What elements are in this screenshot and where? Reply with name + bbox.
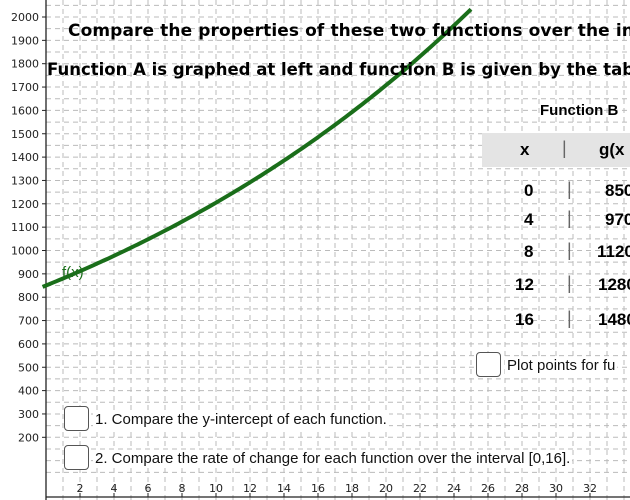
row-separator: | (567, 179, 572, 199)
y-tick-label: 500 (18, 361, 39, 374)
table-title: Function B (540, 102, 619, 119)
x-tick-label: 14 (277, 482, 291, 495)
prompt-line-2: Function A is graphed at left and functi… (47, 60, 630, 79)
row-x: 12 (515, 275, 534, 294)
x-axis-ticks: 2 4 6 8 10 12 14 16 18 20 22 24 26 28 30 32 (77, 482, 597, 497)
row-separator: | (567, 308, 572, 328)
row-g: 970 (605, 210, 630, 229)
checkbox-rate-of-change-label[interactable]: 2. Compare the rate of change for each f… (93, 450, 573, 467)
row-g: 1480 (598, 310, 630, 329)
x-tick-label: 6 (145, 482, 152, 495)
y-tick-label: 700 (18, 315, 39, 328)
x-tick-label: 2 (77, 482, 84, 495)
row-g: 1280 (598, 275, 630, 294)
y-tick-label: 1100 (11, 221, 39, 234)
row-separator: | (567, 208, 572, 228)
row-separator: | (567, 273, 572, 293)
row-g: 1120 (597, 242, 630, 261)
row-x: 16 (515, 310, 534, 329)
x-tick-label: 22 (413, 482, 427, 495)
y-tick-label: 1800 (11, 58, 39, 71)
y-tick-label: 300 (18, 408, 39, 421)
x-tick-label: 16 (311, 482, 325, 495)
checkbox-y-intercept-label[interactable]: 1. Compare the y-intercept of each funct… (93, 411, 389, 428)
y-tick-label: 1700 (11, 81, 39, 94)
y-tick-label: 800 (18, 291, 39, 304)
function-a-curve[interactable] (41, 7, 473, 289)
table-header: x | g(x (482, 133, 630, 167)
x-tick-label: 4 (111, 482, 118, 495)
x-tick-label: 8 (179, 482, 186, 495)
y-tick-label: 2100 (11, 0, 39, 1)
y-tick-label: 200 (18, 431, 39, 444)
x-tick-label: 12 (243, 482, 257, 495)
row-g: 850 (605, 181, 630, 200)
row-x: 8 (524, 242, 534, 261)
header-g: g(x (599, 140, 625, 159)
y-axis-ticks: 200 300 400 500 600 700 800 900 1000 1100 1200 1300… (11, 0, 46, 444)
curve-label: f(x) (62, 264, 84, 281)
y-tick-label: 1600 (11, 104, 39, 117)
y-tick-label: 1900 (11, 34, 39, 47)
checkbox-rate-of-change[interactable] (64, 445, 89, 470)
x-tick-label: 18 (345, 482, 359, 495)
y-tick-label: 1200 (11, 198, 39, 211)
x-tick-label: 10 (209, 482, 223, 495)
x-tick-label: 26 (481, 482, 495, 495)
x-tick-label: 32 (583, 482, 597, 495)
x-tick-label: 28 (515, 482, 529, 495)
y-tick-label: 2000 (11, 11, 39, 24)
prompt-line-1: Compare the properties of these two func… (68, 21, 630, 41)
row-x: 4 (524, 210, 534, 229)
checkbox-y-intercept[interactable] (64, 406, 89, 431)
checkbox-plot-points[interactable] (476, 352, 501, 377)
checkbox-plot-points-label[interactable]: Plot points for fu (505, 357, 618, 374)
x-tick-label: 24 (447, 482, 461, 495)
x-tick-label: 30 (549, 482, 563, 495)
y-tick-label: 1000 (11, 245, 39, 258)
x-tick-label: 20 (379, 482, 393, 495)
y-tick-label: 900 (18, 268, 39, 281)
row-x: 0 (524, 181, 534, 200)
y-tick-label: 400 (18, 385, 39, 398)
y-tick-label: 1500 (11, 128, 39, 141)
y-tick-label: 1400 (11, 151, 39, 164)
row-separator: | (567, 240, 572, 260)
header-separator: | (562, 138, 567, 158)
y-tick-label: 600 (18, 338, 39, 351)
header-x: x (520, 140, 530, 159)
y-tick-label: 1300 (11, 174, 39, 187)
